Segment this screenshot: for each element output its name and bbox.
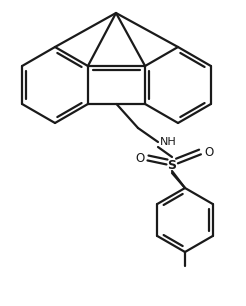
Text: O: O — [204, 145, 213, 159]
Text: S: S — [168, 159, 176, 171]
Text: NH: NH — [160, 137, 177, 147]
Text: O: O — [135, 151, 145, 165]
